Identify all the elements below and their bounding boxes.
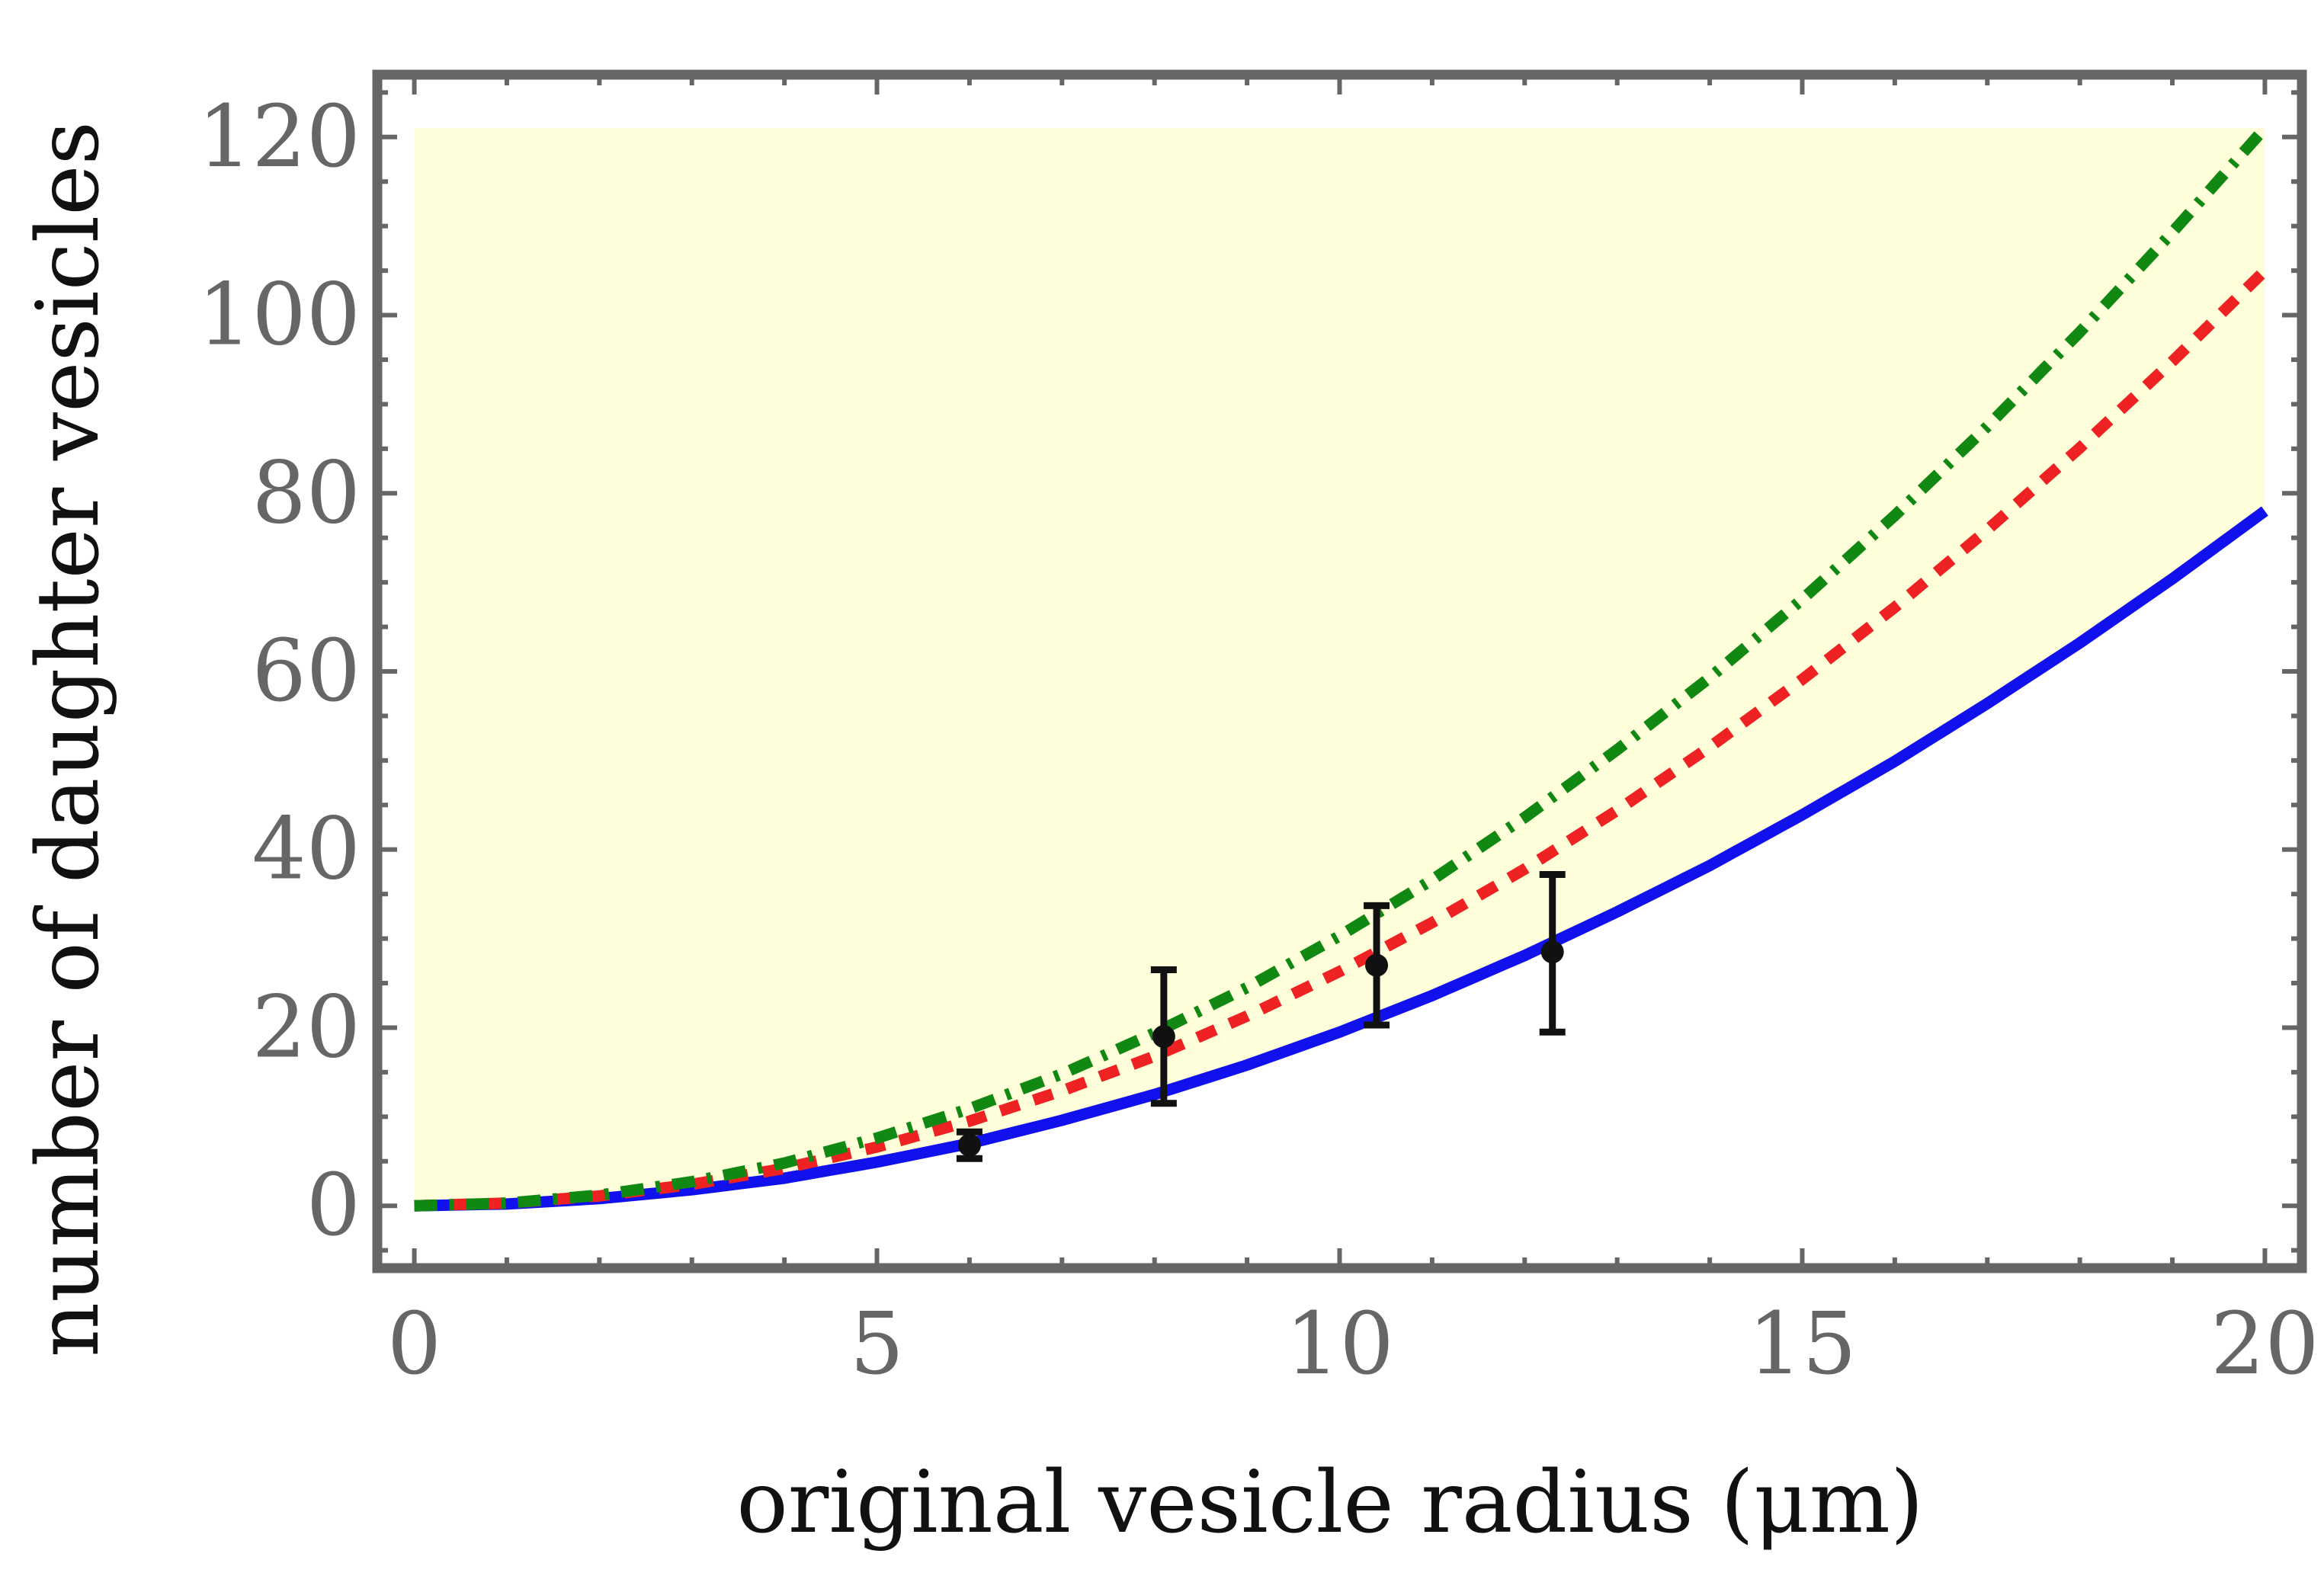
y-tick-label-20: 20 (252, 978, 361, 1077)
y-tick-label-40: 40 (252, 800, 361, 899)
y-axis-title: number of daughter vesicles (19, 121, 118, 1357)
x-tick-label-20: 20 (2210, 1295, 2319, 1394)
x-tick-label-15: 15 (1748, 1295, 1857, 1394)
x-axis-title: original vesicle radius (μm) (736, 1453, 1923, 1552)
series-line-dashed (414, 266, 2269, 1212)
shaded-region (414, 128, 2265, 1206)
y-tick-label-120: 120 (197, 88, 361, 187)
y-tick-label-100: 100 (197, 266, 361, 365)
data-point-3 (1540, 940, 1564, 964)
x-tick-label-10: 10 (1285, 1295, 1394, 1394)
data-point-2 (1365, 953, 1389, 977)
series-line-solid (414, 506, 2268, 1212)
y-tick-label-0: 0 (306, 1156, 361, 1255)
x-tick-label-5: 5 (850, 1295, 904, 1394)
x-tick-label-0: 0 (387, 1295, 441, 1394)
y-tick-label-80: 80 (252, 444, 361, 543)
plot-area (414, 124, 2270, 1212)
y-tick-label-60: 60 (252, 622, 361, 721)
data-point-0 (957, 1133, 981, 1157)
data-point-1 (1152, 1025, 1175, 1049)
axes: 0 5 10 15 20 0 20 40 60 80 100 120 (197, 69, 2319, 1394)
